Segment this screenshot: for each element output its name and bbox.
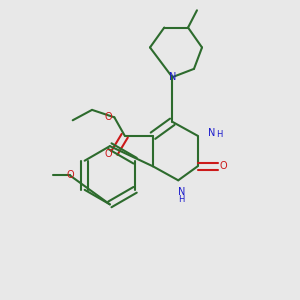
Text: H: H [178,194,184,203]
Text: O: O [105,112,112,122]
Text: N: N [178,187,185,197]
Text: O: O [67,170,74,180]
Text: H: H [216,130,222,139]
Text: O: O [105,149,112,160]
Text: O: O [220,161,227,171]
Text: N: N [208,128,215,138]
Text: N: N [169,72,177,82]
